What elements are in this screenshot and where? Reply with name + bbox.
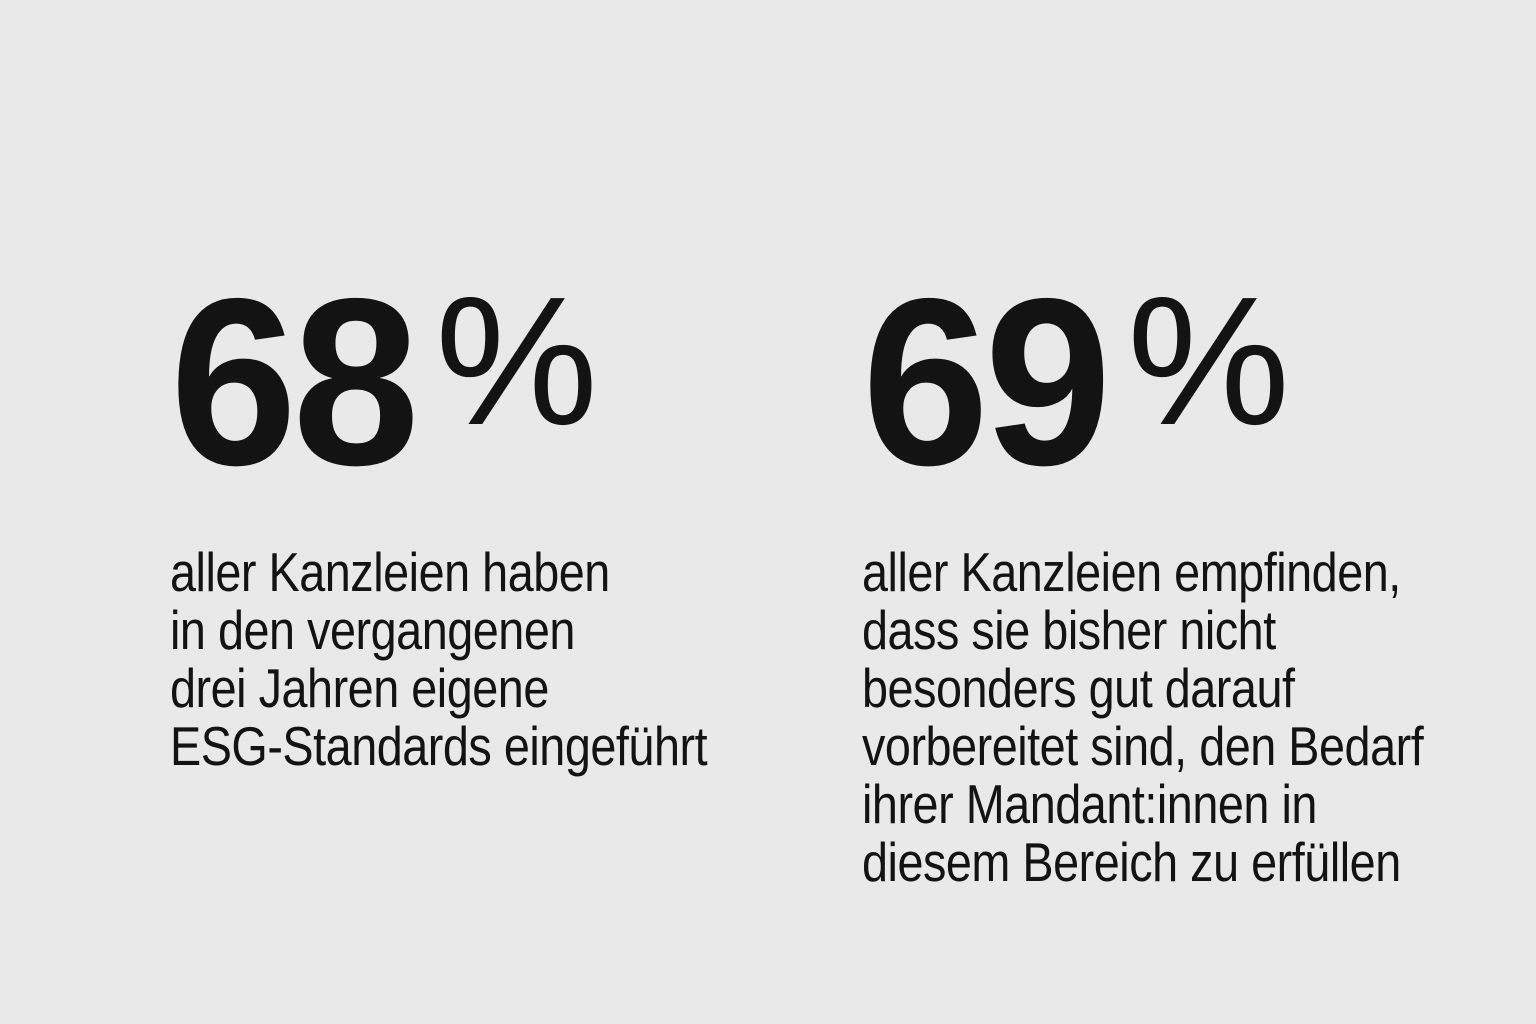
stat-value-68: 68% <box>170 250 830 515</box>
stat-number-text: 69 <box>862 250 1112 515</box>
stat-value-69: 69% <box>862 250 1532 515</box>
stat-number-text: 68 <box>170 250 420 515</box>
stat-description: aller Kanzleien haben in den vergangenen… <box>170 541 708 777</box>
stat-description: aller Kanzleien empfinden, dass sie bish… <box>862 541 1424 893</box>
stat-block-esg-standards: 68% aller Kanzleien haben in den vergang… <box>170 250 830 777</box>
stat-block-mandant-bedarf: 69% aller Kanzleien empfinden, dass sie … <box>862 250 1532 893</box>
percent-sign: % <box>1127 258 1290 463</box>
percent-sign: % <box>435 258 598 463</box>
